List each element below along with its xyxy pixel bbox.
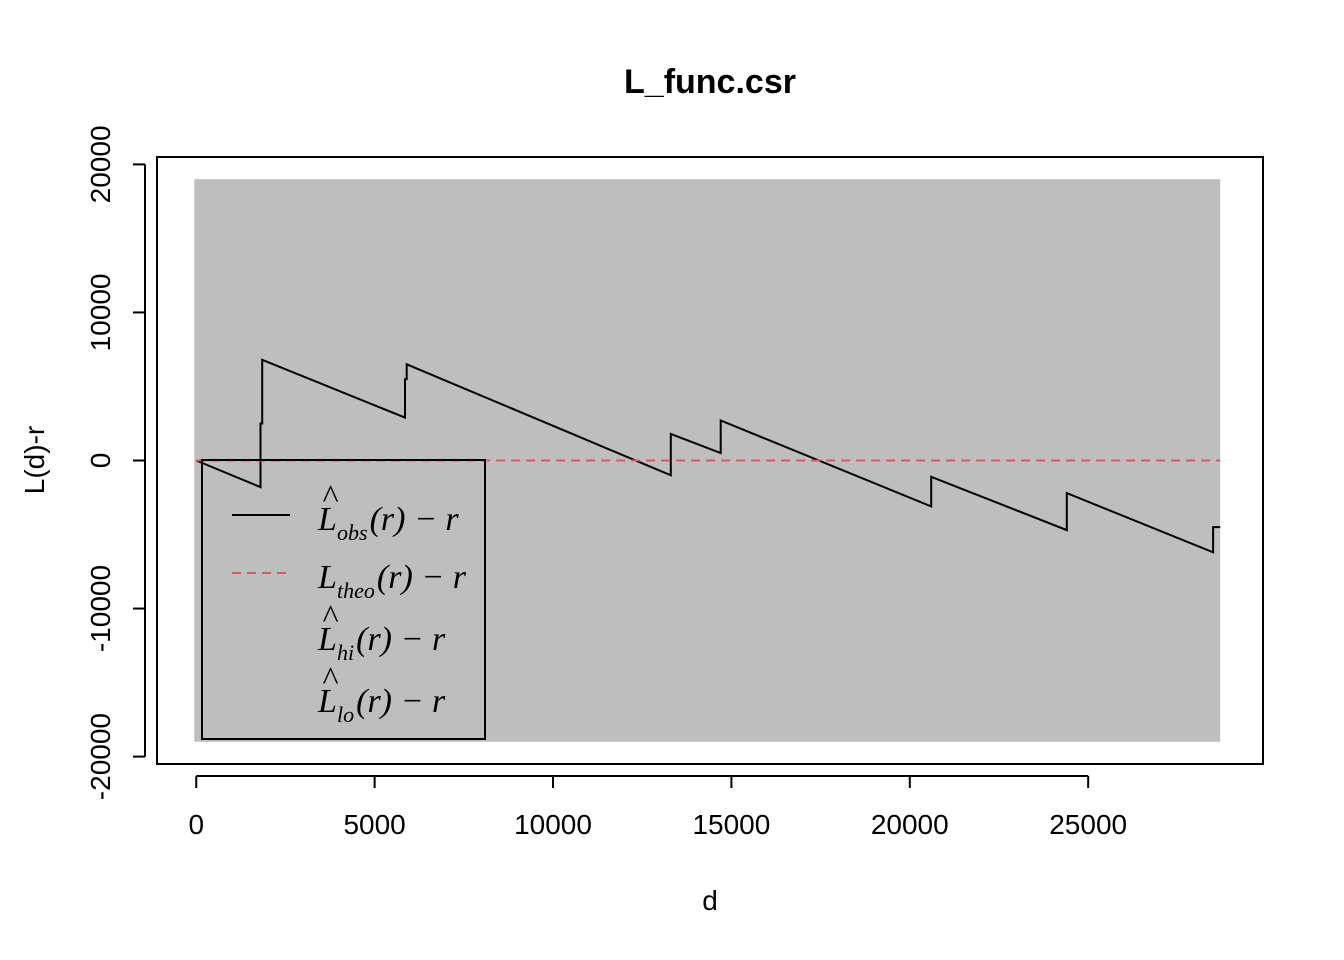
x-tick-label: 25000: [1049, 809, 1127, 840]
x-tick-label: 20000: [871, 809, 949, 840]
y-axis: -20000 -10000 0 10000 20000: [85, 125, 146, 800]
y-axis-label: L(d)-r: [19, 426, 50, 494]
legend: L^obs (r) − rL theo (r) − rL^hi (r) − rL^lo(…: [201, 459, 486, 740]
y-tick-label: -10000: [85, 565, 116, 652]
y-tick-label: -20000: [85, 713, 116, 800]
legend-expression: (r) − r: [370, 501, 460, 538]
plot-frame: [156, 156, 1264, 765]
y-tick-label: 0: [85, 453, 116, 469]
legend-subscript: lo: [337, 702, 354, 727]
chart-title: L_func.csr: [624, 63, 796, 101]
x-axis-label: d: [702, 885, 718, 916]
x-tick-label: 5000: [343, 809, 405, 840]
x-axis: 0 5000 10000 15000 20000 25000: [188, 775, 1127, 840]
y-tick-label: 20000: [85, 125, 116, 203]
legend-symbol: L: [317, 621, 337, 658]
legend-subscript: obs: [337, 520, 368, 545]
legend-expression: (r) − r: [356, 621, 446, 658]
legend-hat: ^: [322, 599, 339, 636]
legend-entry-hi: L^ hi (r) − r: [317, 599, 446, 665]
legend-box: [201, 459, 486, 740]
legend-symbol: L: [317, 501, 337, 538]
legend-hat: ^: [322, 661, 339, 698]
legend-subscript: theo: [337, 578, 375, 603]
legend-subscript: hi: [337, 640, 354, 665]
legend-symbol: L: [317, 683, 337, 720]
x-tick-label: 10000: [514, 809, 592, 840]
series-line-obs: [195, 358, 1221, 554]
legend-hat: ^: [322, 479, 339, 516]
x-tick-label: 0: [188, 809, 204, 840]
legend-expression: (r) − r: [377, 559, 467, 596]
legend-expression: (r) − r: [356, 683, 446, 720]
x-tick-label: 15000: [692, 809, 770, 840]
legend-symbol: L: [317, 559, 337, 596]
legend-entry-lo: L^ lo (r) − r: [317, 661, 446, 727]
y-tick-label: 10000: [85, 274, 116, 352]
legend-entry-obs: L^ obs (r) − r: [232, 479, 459, 545]
